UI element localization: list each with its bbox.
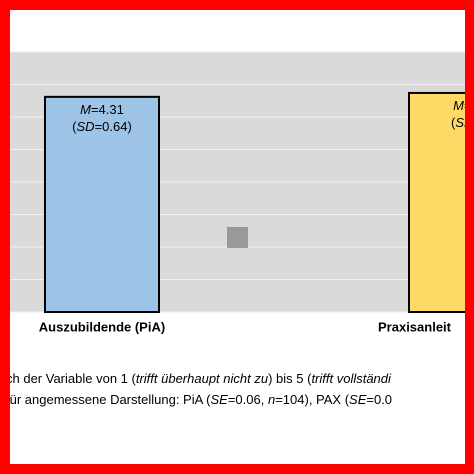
chart: M=4.31(SD=0.64)M=4(SD= <box>10 51 474 313</box>
caption-line: für angemessene Darstellung: PiA (SE=0.0… <box>6 392 392 407</box>
value-label: M=4.31 <box>80 102 124 117</box>
value-label: M=4 <box>453 98 474 113</box>
sd-label: (SD=0.64) <box>72 119 132 134</box>
sd-letters: SD <box>455 115 473 130</box>
bar <box>408 91 465 313</box>
sd-open: ( <box>451 115 456 130</box>
x-tick-label: Auszubildende (PiA) <box>39 319 165 334</box>
caption-segment: ) bis 5 ( <box>268 371 312 386</box>
caption-line: ch der Variable von 1 (trifft überhaupt … <box>6 371 392 386</box>
value-label-letter: M <box>80 102 91 117</box>
value-label-number: =4 <box>464 98 474 113</box>
caption-segment: für angemessene Darstellung: PiA ( <box>6 392 211 407</box>
sd-letters: SD <box>77 119 95 134</box>
x-tick-label: Praxisanleit <box>378 319 452 334</box>
sd-rest: =0.64) <box>95 119 132 134</box>
bar <box>44 95 160 313</box>
caption-segment: ch der Variable von 1 ( <box>6 371 136 386</box>
caption: ch der Variable von 1 (trifft überhaupt … <box>6 371 392 407</box>
value-label-number: =4.31 <box>91 102 124 117</box>
placeholder-icon <box>227 227 248 248</box>
category-labels: Auszubildende (PiA) Praxisanleit <box>39 319 452 334</box>
sd-open: ( <box>72 119 77 134</box>
caption-segment: n <box>268 392 275 407</box>
caption-segment: =104), PAX ( <box>275 392 349 407</box>
value-label-letter: M <box>453 98 464 113</box>
sd-label: (SD= <box>451 115 474 130</box>
caption-segment: SE <box>211 392 229 407</box>
caption-segment: trifft vollständi <box>311 371 392 386</box>
caption-segment: trifft überhaupt nicht zu <box>136 371 268 386</box>
caption-segment: SE <box>349 392 367 407</box>
caption-segment: =0.06, <box>228 392 268 407</box>
caption-segment: =0.0 <box>366 392 392 407</box>
